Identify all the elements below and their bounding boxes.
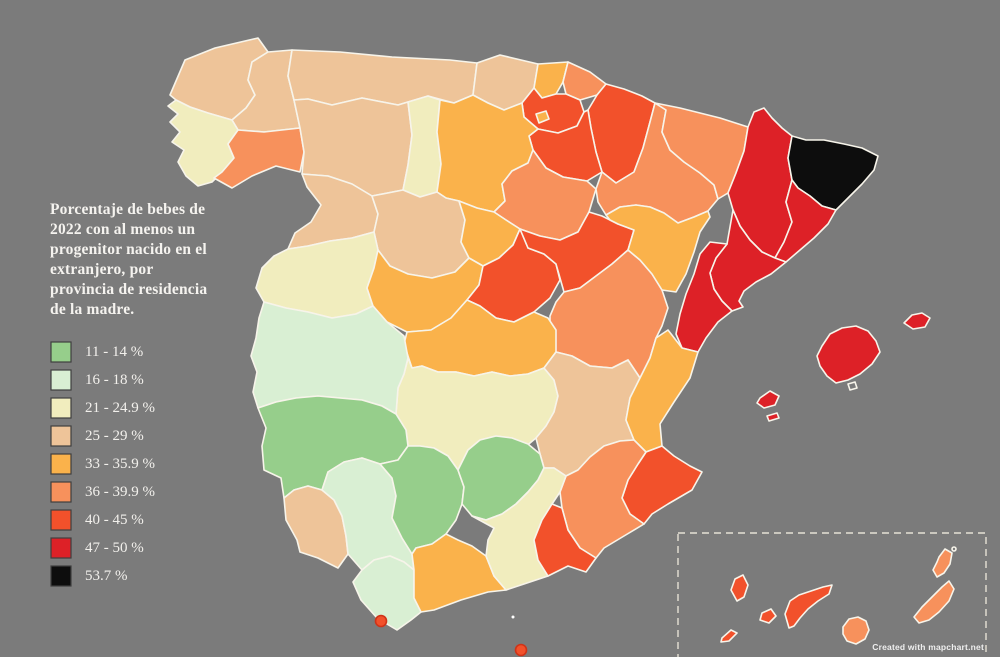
province-valencia xyxy=(625,329,699,453)
map-title: Porcentaje de bebes de 2022 con al menos… xyxy=(50,201,208,318)
legend-swatch-icon xyxy=(50,509,72,531)
islet-cabrera xyxy=(847,381,858,391)
legend-swatch-icon xyxy=(50,425,72,447)
legend-label: 21 - 24.9 % xyxy=(85,399,155,416)
legend-label: 36 - 39.9 % xyxy=(85,483,155,500)
legend-item: 53.7 % xyxy=(50,562,155,590)
legend-item: 36 - 39.9 % xyxy=(50,478,155,506)
legend-swatch-icon xyxy=(50,481,72,503)
province-huesca xyxy=(654,102,749,200)
city-dot-melilla xyxy=(514,643,528,657)
legend-swatch-icon xyxy=(50,341,72,363)
legend-item: 47 - 50 % xyxy=(50,534,155,562)
province-asturias xyxy=(287,49,478,106)
legend-swatch-icon xyxy=(50,369,72,391)
legend-label: 47 - 50 % xyxy=(85,539,144,556)
legend: 11 - 14 % 16 - 18 % 21 - 24.9 % 25 - 29 … xyxy=(50,338,155,590)
legend-swatch-icon xyxy=(50,565,72,587)
legend-label: 16 - 18 % xyxy=(85,371,144,388)
legend-label: 33 - 35.9 % xyxy=(85,455,155,472)
legend-item: 21 - 24.9 % xyxy=(50,394,155,422)
province-trevino-enclave xyxy=(535,110,550,124)
province-teruel xyxy=(605,204,711,293)
province-barcelona xyxy=(774,179,837,263)
legend-label: 40 - 45 % xyxy=(85,511,144,528)
legend-item: 16 - 18 % xyxy=(50,366,155,394)
legend-label: 53.7 % xyxy=(85,567,128,584)
canary-inset-frame xyxy=(677,532,987,657)
province-almeria xyxy=(533,503,597,577)
province-pontevedra xyxy=(167,99,239,187)
legend-item: 11 - 14 % xyxy=(50,338,155,366)
islands-las-palmas xyxy=(842,548,955,645)
legend-swatch-icon xyxy=(50,397,72,419)
mapchart-credit: Created with mapchart.net xyxy=(872,642,984,652)
legend-swatch-icon xyxy=(50,453,72,475)
legend-item: 33 - 35.9 % xyxy=(50,450,155,478)
province-guipuzcoa xyxy=(562,61,607,101)
legend-label: 25 - 29 % xyxy=(85,427,144,444)
legend-item: 25 - 29 % xyxy=(50,422,155,450)
islands-balears xyxy=(756,312,931,422)
legend-swatch-icon xyxy=(50,537,72,559)
legend-label: 11 - 14 % xyxy=(85,343,144,360)
city-dot-ceuta xyxy=(374,614,388,628)
province-layer xyxy=(167,37,957,657)
islet-alboran xyxy=(511,615,515,619)
legend-item: 40 - 45 % xyxy=(50,506,155,534)
islands-santa-cruz-de-tenerife xyxy=(720,574,833,643)
islet-la-graciosa xyxy=(951,546,957,552)
